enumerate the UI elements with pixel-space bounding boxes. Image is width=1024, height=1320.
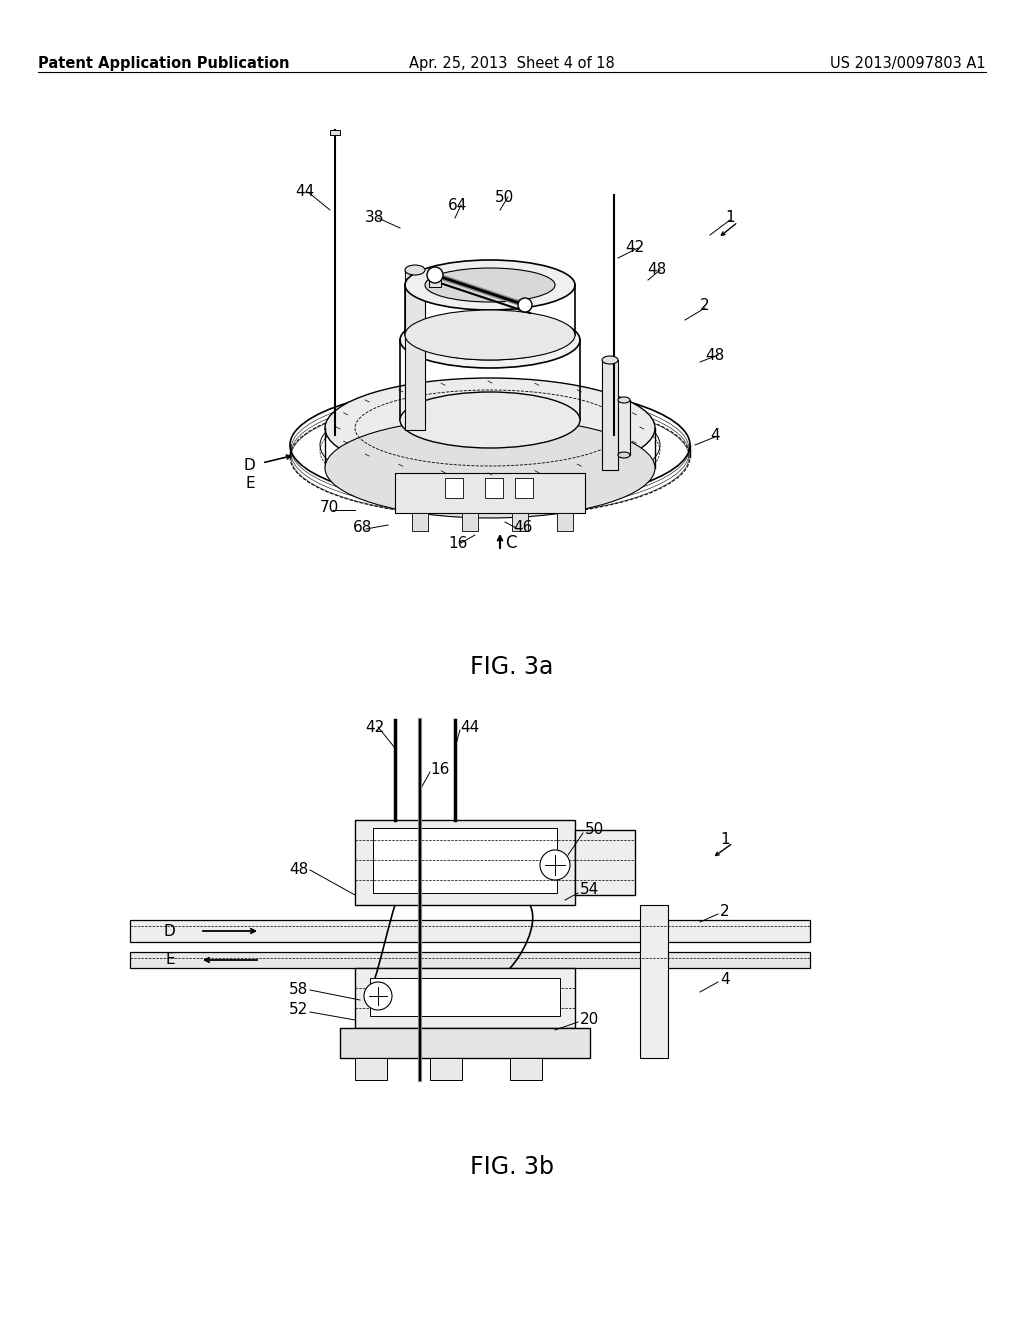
Bar (515, 478, 534, 498)
Text: FIG. 3a: FIG. 3a (470, 655, 554, 678)
Ellipse shape (425, 268, 555, 302)
Bar (406, 271, 425, 430)
Circle shape (540, 850, 570, 880)
Bar (462, 513, 478, 531)
Ellipse shape (602, 356, 618, 364)
Text: 54: 54 (580, 883, 599, 898)
Bar (373, 828, 557, 894)
Bar (412, 513, 428, 531)
Text: 38: 38 (365, 210, 384, 226)
Text: 46: 46 (513, 520, 532, 535)
Text: 16: 16 (449, 536, 467, 550)
Text: D: D (163, 924, 175, 939)
Text: 50: 50 (585, 822, 604, 837)
Ellipse shape (406, 265, 425, 275)
Text: 16: 16 (430, 763, 450, 777)
Text: 48: 48 (705, 347, 724, 363)
Circle shape (364, 982, 392, 1010)
FancyBboxPatch shape (395, 473, 585, 513)
Ellipse shape (406, 260, 575, 310)
Ellipse shape (618, 451, 630, 458)
Text: 44: 44 (460, 719, 479, 734)
Text: FIG. 3b: FIG. 3b (470, 1155, 554, 1179)
Bar (575, 830, 635, 895)
Ellipse shape (425, 314, 555, 350)
Text: 20: 20 (580, 1012, 599, 1027)
Bar (355, 968, 575, 1028)
Text: Apr. 25, 2013  Sheet 4 of 18: Apr. 25, 2013 Sheet 4 of 18 (410, 55, 614, 71)
Bar (130, 952, 810, 968)
Bar (370, 978, 560, 1016)
Ellipse shape (618, 397, 630, 403)
Bar (512, 513, 528, 531)
Text: US 2013/0097803 A1: US 2013/0097803 A1 (830, 55, 986, 71)
Circle shape (427, 267, 443, 282)
Text: 2: 2 (700, 298, 710, 314)
Text: 70: 70 (319, 500, 339, 516)
Text: 1: 1 (725, 210, 734, 226)
Ellipse shape (325, 418, 655, 517)
Bar (445, 478, 463, 498)
Text: 1: 1 (720, 833, 730, 847)
Text: 48: 48 (289, 862, 308, 878)
Text: 50: 50 (495, 190, 514, 205)
Text: 42: 42 (365, 719, 384, 734)
Text: 42: 42 (625, 240, 644, 256)
Ellipse shape (400, 312, 580, 368)
Bar (430, 1059, 462, 1080)
Bar (429, 277, 441, 286)
Text: C: C (505, 535, 516, 552)
Bar (355, 820, 575, 906)
Text: 52: 52 (289, 1002, 308, 1018)
Ellipse shape (418, 319, 562, 360)
Circle shape (518, 298, 532, 312)
Text: 4: 4 (710, 428, 720, 442)
Text: E: E (246, 475, 255, 491)
Text: 44: 44 (295, 185, 314, 199)
Bar (510, 1059, 542, 1080)
Text: Patent Application Publication: Patent Application Publication (38, 55, 290, 71)
Ellipse shape (325, 378, 655, 478)
Ellipse shape (406, 310, 575, 360)
Bar (340, 1028, 590, 1059)
Bar (485, 478, 503, 498)
Text: 2: 2 (720, 904, 730, 920)
Bar (557, 513, 573, 531)
Bar (355, 1059, 387, 1080)
Text: D: D (244, 458, 255, 473)
Bar (640, 906, 668, 1059)
Ellipse shape (400, 392, 580, 447)
Bar (130, 920, 810, 942)
Bar (618, 400, 630, 455)
Bar (602, 360, 618, 470)
Bar (330, 129, 340, 135)
Text: 4: 4 (720, 973, 730, 987)
Text: E: E (165, 953, 175, 968)
Text: 48: 48 (647, 263, 667, 277)
Text: 58: 58 (289, 982, 308, 998)
Text: 64: 64 (449, 198, 467, 213)
Text: 68: 68 (353, 520, 373, 535)
